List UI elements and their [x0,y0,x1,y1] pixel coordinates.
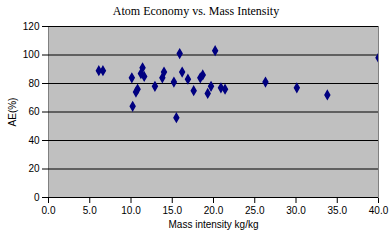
svg-text:100: 100 [23,49,40,60]
svg-text:40.0: 40.0 [369,205,389,216]
svg-text:20.0: 20.0 [204,205,224,216]
svg-text:10.0: 10.0 [121,205,141,216]
svg-text:60: 60 [28,106,40,117]
svg-text:30.0: 30.0 [286,205,306,216]
svg-text:AE(%): AE(%) [7,98,18,127]
svg-text:35.0: 35.0 [328,205,348,216]
svg-text:0: 0 [34,192,40,203]
svg-text:Mass intensity kg/kg: Mass intensity kg/kg [168,219,258,230]
svg-text:20: 20 [28,163,40,174]
svg-text:40: 40 [28,135,40,146]
svg-text:5.0: 5.0 [83,205,97,216]
svg-text:80: 80 [28,78,40,89]
svg-text:15.0: 15.0 [163,205,183,216]
svg-text:120: 120 [23,21,40,32]
html-text:Atom Economy vs. Mass Intensit: Atom Economy vs. Mass Intensity [112,4,280,18]
svg-text:0.0: 0.0 [42,205,56,216]
svg-text:25.0: 25.0 [245,205,265,216]
